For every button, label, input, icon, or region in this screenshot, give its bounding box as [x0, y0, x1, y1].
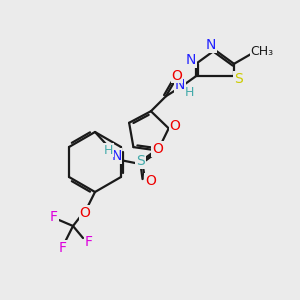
- Text: F: F: [50, 210, 58, 224]
- Text: S: S: [234, 72, 242, 86]
- Text: N: N: [175, 78, 185, 92]
- Text: O: O: [172, 69, 182, 82]
- Text: H: H: [104, 144, 113, 157]
- Text: N: N: [186, 53, 196, 67]
- Text: H: H: [184, 86, 194, 99]
- Text: N: N: [111, 149, 122, 163]
- Text: O: O: [152, 142, 163, 156]
- Text: F: F: [85, 235, 93, 249]
- Text: N: N: [206, 38, 216, 52]
- Text: O: O: [80, 206, 90, 220]
- Text: F: F: [59, 241, 67, 255]
- Text: O: O: [169, 119, 180, 134]
- Text: S: S: [136, 154, 145, 168]
- Text: O: O: [145, 174, 156, 188]
- Text: CH₃: CH₃: [250, 45, 274, 58]
